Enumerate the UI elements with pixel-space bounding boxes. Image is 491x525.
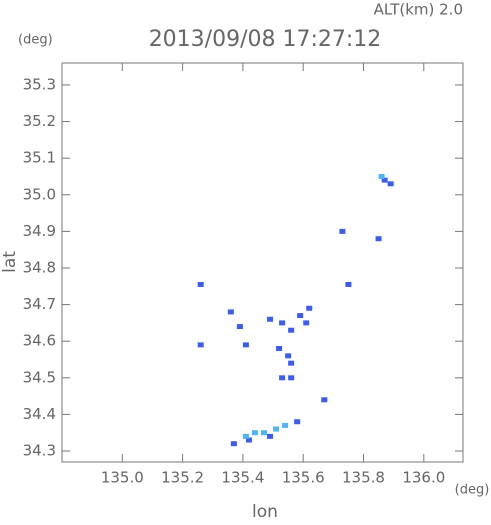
echo-point (197, 342, 204, 348)
echo-point (306, 305, 313, 311)
y-tick-label: 34.5 (23, 368, 56, 386)
echo-point (321, 397, 328, 403)
y-tick-label: 34.9 (23, 222, 56, 240)
y-tick-label: 35.3 (23, 75, 56, 93)
x-tick-label: 135.0 (101, 469, 144, 487)
echo-point (236, 324, 243, 330)
x-tick-label: 136.0 (402, 469, 445, 487)
y-tick-label: 35.2 (23, 112, 56, 130)
y-tick-label: 34.8 (23, 258, 56, 276)
chart-title: 2013/09/08 17:27:12 (149, 27, 382, 52)
echo-point (288, 360, 295, 366)
echo-point (288, 327, 295, 333)
y-axis-label: lat (0, 251, 20, 273)
echo-point (267, 433, 274, 439)
x-tick-label: 135.6 (282, 469, 325, 487)
echo-point (261, 430, 268, 436)
echo-point (230, 441, 237, 447)
echo-point (242, 433, 249, 439)
x-tick-label: 135.2 (161, 469, 204, 487)
echo-point (381, 177, 388, 183)
echo-point (245, 437, 252, 443)
y-tick-label: 34.6 (23, 332, 56, 350)
plot-frame (61, 62, 464, 463)
echo-point (288, 375, 295, 381)
echo-point (345, 281, 352, 287)
echo-point (297, 313, 304, 319)
subtitle: ALT(km) 2.0 (374, 1, 463, 19)
echo-point (227, 309, 234, 315)
echo-point (285, 353, 292, 359)
y-tick-label: 34.3 (23, 442, 56, 460)
echo-point (303, 320, 310, 326)
x-tick-label: 135.4 (221, 469, 264, 487)
echo-point (339, 228, 346, 234)
echo-point (375, 236, 382, 242)
x-tick-label: 135.8 (342, 469, 385, 487)
echo-point (251, 430, 258, 436)
echo-point (378, 173, 385, 179)
y-unit: (deg) (18, 33, 53, 48)
echo-point (282, 422, 289, 428)
echo-point (387, 181, 394, 187)
echo-point (267, 316, 274, 322)
echo-point (276, 346, 283, 352)
echo-point (273, 426, 280, 432)
echo-point (242, 342, 249, 348)
echo-point (197, 281, 204, 287)
y-tick-label: 35.0 (23, 185, 56, 203)
echo-point (279, 375, 286, 381)
y-tick-label: 34.4 (23, 405, 56, 423)
y-tick-label: 34.7 (23, 295, 56, 313)
echo-point (279, 320, 286, 326)
y-tick-label: 35.1 (23, 149, 56, 167)
x-axis-label: lon (252, 502, 278, 521)
x-unit: (deg) (455, 483, 490, 498)
echo-point (294, 419, 301, 425)
